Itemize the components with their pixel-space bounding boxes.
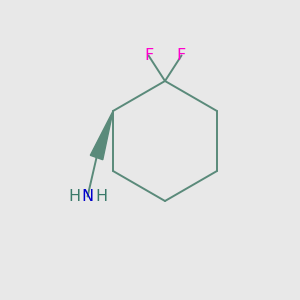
Text: F: F (177, 48, 186, 63)
Text: F: F (144, 48, 153, 63)
Polygon shape (90, 111, 113, 160)
Text: H: H (68, 189, 80, 204)
Text: H: H (95, 189, 107, 204)
Text: N: N (82, 189, 94, 204)
